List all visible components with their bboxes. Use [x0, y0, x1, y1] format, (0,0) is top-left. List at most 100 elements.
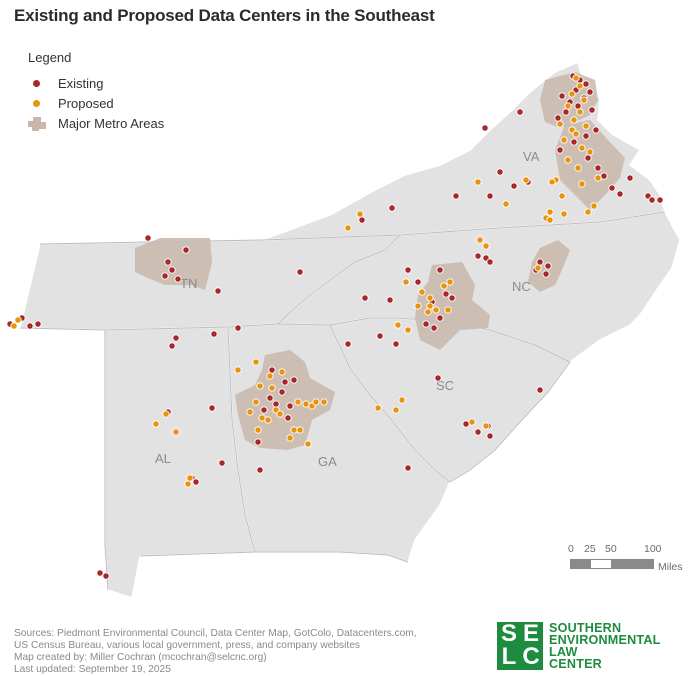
existing-data-center-marker — [278, 388, 286, 396]
proposed-data-center-marker — [268, 384, 276, 392]
proposed-data-center-marker — [286, 434, 294, 442]
existing-data-center-marker — [234, 324, 242, 332]
legend-title: Legend — [28, 50, 72, 65]
existing-data-center-marker — [404, 266, 412, 274]
existing-data-center-marker — [144, 234, 152, 242]
proposed-data-center-marker — [404, 326, 412, 334]
proposed-data-center-marker — [432, 306, 440, 314]
existing-data-center-marker — [172, 334, 180, 342]
proposed-data-center-marker — [570, 116, 578, 124]
existing-data-center-marker — [542, 270, 550, 278]
proposed-data-center-marker — [582, 122, 590, 130]
existing-data-center-marker — [266, 394, 274, 402]
existing-data-center-marker — [404, 464, 412, 472]
legend: Legend Existing Proposed Major Metro Are… — [28, 50, 164, 133]
existing-data-center-marker — [344, 340, 352, 348]
scale-bar-graphic — [570, 559, 654, 569]
sources-line: Sources: Piedmont Environmental Council,… — [14, 628, 417, 639]
proposed-data-center-marker — [590, 202, 598, 210]
proposed-data-center-marker — [558, 192, 566, 200]
proposed-data-center-marker — [426, 302, 434, 310]
existing-data-center-marker — [358, 216, 366, 224]
existing-data-center-marker — [208, 404, 216, 412]
proposed-data-center-marker — [304, 440, 312, 448]
legend-label-metro: Major Metro Areas — [58, 115, 165, 131]
proposed-data-center-marker — [254, 426, 262, 434]
proposed-data-center-marker — [418, 288, 426, 296]
existing-data-center-marker — [570, 138, 578, 146]
existing-data-center-marker — [102, 572, 110, 580]
proposed-data-center-marker — [394, 321, 402, 329]
proposed-data-center-marker — [172, 428, 180, 436]
existing-dot-icon — [28, 75, 44, 91]
proposed-data-center-marker — [548, 178, 556, 186]
existing-data-center-marker — [648, 196, 656, 204]
last-updated: Last updated: September 19, 2025 — [14, 664, 171, 675]
proposed-data-center-marker — [256, 382, 264, 390]
existing-data-center-marker — [96, 569, 104, 577]
proposed-data-center-marker — [162, 410, 170, 418]
existing-data-center-marker — [161, 272, 169, 280]
proposed-data-center-marker — [468, 418, 476, 426]
proposed-data-center-marker — [502, 200, 510, 208]
existing-data-center-marker — [256, 466, 264, 474]
existing-data-center-marker — [168, 266, 176, 274]
map-title: Existing and Proposed Data Centers in th… — [14, 6, 435, 25]
border-al-ms — [104, 330, 109, 591]
existing-data-center-marker — [260, 406, 268, 414]
state-labels: VA TN NC SC AL GA — [155, 149, 540, 469]
existing-data-center-marker — [26, 322, 34, 330]
proposed-data-center-marker — [344, 224, 352, 232]
metro-area-swatch-icon — [28, 115, 46, 131]
existing-data-center-marker — [281, 378, 289, 386]
proposed-data-center-marker — [446, 278, 454, 286]
scale-bar: 0 25 50 100 Miles — [568, 543, 683, 573]
proposed-data-center-marker — [594, 174, 602, 182]
existing-data-center-marker — [436, 266, 444, 274]
existing-data-centers — [6, 72, 664, 580]
proposed-data-center-marker — [482, 422, 490, 430]
proposed-data-center-marker — [576, 108, 584, 116]
proposed-data-centers — [10, 74, 602, 488]
proposed-data-center-marker — [294, 398, 302, 406]
existing-data-center-marker — [214, 287, 222, 295]
proposed-data-center-marker — [482, 242, 490, 250]
existing-data-center-marker — [474, 252, 482, 260]
proposed-data-center-marker — [560, 136, 568, 144]
existing-data-center-marker — [600, 172, 608, 180]
map-credit: Map created by: Miller Cochran (mcochran… — [14, 652, 267, 663]
proposed-data-center-marker — [302, 400, 310, 408]
existing-data-center-marker — [272, 400, 280, 408]
existing-data-center-marker — [626, 174, 634, 182]
proposed-data-center-marker — [576, 82, 584, 90]
proposed-data-center-marker — [440, 282, 448, 290]
proposed-data-center-marker — [546, 216, 554, 224]
existing-data-center-marker — [434, 374, 442, 382]
existing-data-center-marker — [254, 438, 262, 446]
proposed-data-center-marker — [580, 96, 588, 104]
proposed-data-center-marker — [578, 144, 586, 152]
state-label-north-carolina: NC — [512, 279, 531, 294]
existing-data-center-marker — [436, 314, 444, 322]
proposed-data-center-marker — [374, 404, 382, 412]
proposed-data-center-marker — [392, 406, 400, 414]
existing-data-center-marker — [164, 258, 172, 266]
proposed-data-center-marker — [14, 316, 22, 324]
existing-data-center-marker — [376, 332, 384, 340]
state-borders — [19, 211, 666, 591]
proposed-data-center-marker — [266, 372, 274, 380]
existing-data-center-marker — [588, 106, 596, 114]
existing-data-center-marker — [392, 340, 400, 348]
proposed-data-center-marker — [276, 410, 284, 418]
proposed-data-center-marker — [474, 178, 482, 186]
existing-data-center-marker — [192, 478, 200, 486]
scale-tick-label: 100 — [644, 543, 662, 555]
proposed-data-center-marker — [402, 278, 410, 286]
proposed-data-center-marker — [264, 416, 272, 424]
border-south-tn — [19, 317, 571, 363]
existing-data-center-marker — [486, 258, 494, 266]
existing-data-center-marker — [536, 386, 544, 394]
state-label-virginia: VA — [523, 149, 540, 164]
